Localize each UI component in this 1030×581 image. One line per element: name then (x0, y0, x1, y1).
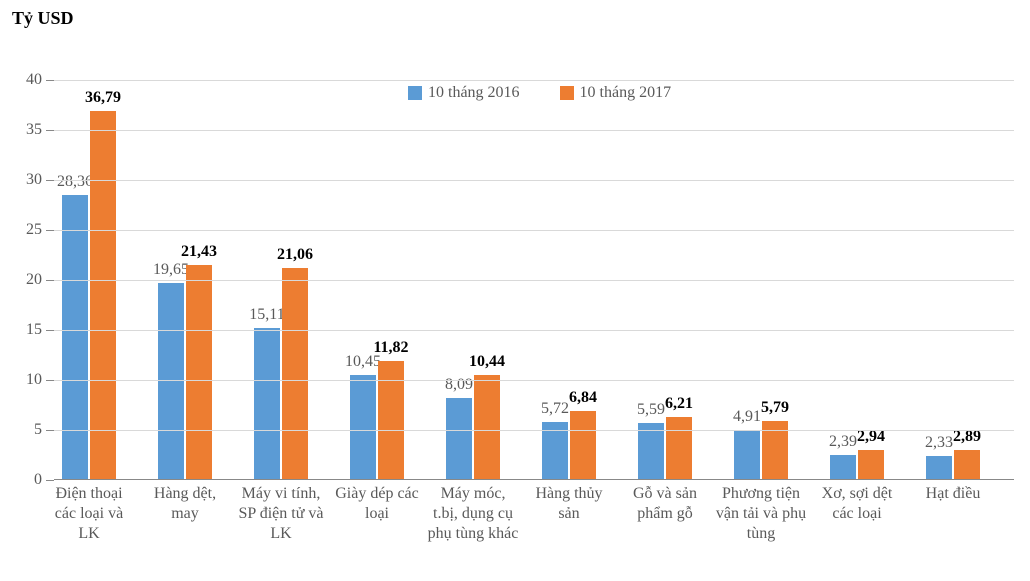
y-tick (46, 330, 54, 331)
bar-value-label: 11,82 (373, 339, 408, 357)
y-tick-label: 35 (26, 121, 42, 139)
y-tick-label: 10 (26, 371, 42, 389)
bar: 2,39 (830, 455, 856, 479)
gridline (54, 330, 1014, 331)
x-axis-label: Hàng dệt, may (139, 484, 231, 524)
bar-value-label: 4,91 (733, 408, 761, 426)
y-tick (46, 130, 54, 131)
bar: 2,33 (926, 456, 952, 479)
y-tick-label: 15 (26, 321, 42, 339)
x-axis-label: Gỗ và sản phẩm gỗ (619, 484, 711, 524)
bar: 2,89 (954, 450, 980, 479)
x-axis-label: Giày dép các loại (331, 484, 423, 524)
bar-value-label: 10,44 (469, 353, 505, 371)
bar: 15,11 (254, 328, 280, 479)
gridline (54, 80, 1014, 81)
x-axis-label: Máy móc, t.bị, dụng cụ phụ tùng khác (427, 484, 519, 544)
bar-value-label: 21,43 (181, 243, 217, 261)
y-axis-title: Tỷ USD (12, 8, 74, 29)
x-axis-label: Điện thoại các loại và LK (43, 484, 135, 544)
bar-value-label: 6,84 (569, 389, 597, 407)
gridline (54, 130, 1014, 131)
y-tick (46, 80, 54, 81)
bar: 28,36 (62, 195, 88, 479)
y-tick-label: 5 (34, 421, 42, 439)
gridline (54, 380, 1014, 381)
bar: 21,06 (282, 268, 308, 479)
bar-value-label: 5,79 (761, 399, 789, 417)
bar: 6,21 (666, 417, 692, 479)
y-tick (46, 180, 54, 181)
y-tick-label: 0 (34, 471, 42, 489)
y-tick (46, 430, 54, 431)
y-tick-label: 25 (26, 221, 42, 239)
bar: 10,44 (474, 375, 500, 479)
bar-value-label: 8,09 (445, 376, 473, 394)
gridline (54, 180, 1014, 181)
gridline (54, 430, 1014, 431)
bar: 6,84 (570, 411, 596, 479)
x-axis-label: Hạt điều (907, 484, 999, 504)
bar-value-label: 2,33 (925, 434, 953, 452)
bar: 11,82 (378, 361, 404, 479)
x-axis-label: Máy vi tính, SP điện tử và LK (235, 484, 327, 544)
y-tick-label: 40 (26, 71, 42, 89)
bar-value-label: 5,72 (541, 400, 569, 418)
x-axis-label: Xơ, sợi dệt các loại (811, 484, 903, 524)
bar: 8,09 (446, 398, 472, 479)
bar-value-label: 19,65 (153, 261, 189, 279)
y-tick (46, 480, 54, 481)
bar-value-label: 2,39 (829, 433, 857, 451)
y-tick (46, 380, 54, 381)
plot-area: 28,3636,7919,6521,4315,1121,0610,4511,82… (54, 80, 1014, 480)
bar-value-label: 28,36 (57, 173, 93, 191)
y-tick (46, 280, 54, 281)
bar-value-label: 5,59 (637, 401, 665, 419)
gridline (54, 280, 1014, 281)
gridline (54, 230, 1014, 231)
bar-value-label: 15,11 (249, 306, 284, 324)
y-tick-label: 30 (26, 171, 42, 189)
y-tick-label: 20 (26, 271, 42, 289)
y-tick (46, 230, 54, 231)
bar: 5,59 (638, 423, 664, 479)
chart-container: Tỷ USD 10 tháng 201610 tháng 2017 28,363… (0, 0, 1030, 581)
bar-value-label: 36,79 (85, 89, 121, 107)
x-axis-label: Phương tiện vận tải và phụ tùng (715, 484, 807, 544)
bar: 36,79 (90, 111, 116, 479)
bar: 21,43 (186, 265, 212, 479)
bar: 2,94 (858, 450, 884, 479)
bar-value-label: 21,06 (277, 246, 313, 264)
x-axis-label: Hàng thủy sản (523, 484, 615, 524)
bar: 10,45 (350, 375, 376, 480)
bar-value-label: 6,21 (665, 395, 693, 413)
bar: 4,91 (734, 430, 760, 479)
